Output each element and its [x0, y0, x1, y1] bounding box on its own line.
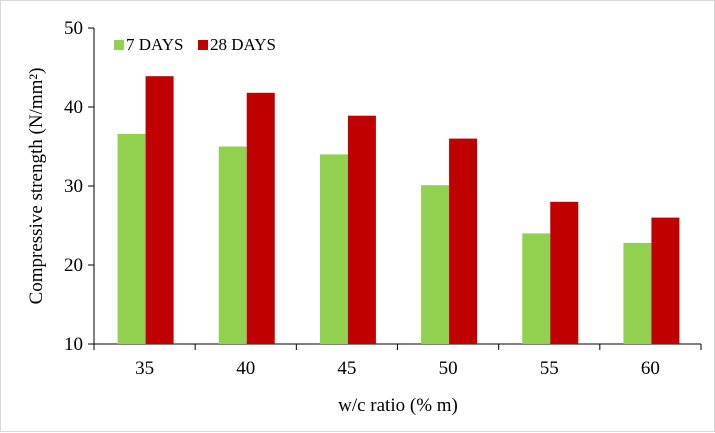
bar-28-days-60: [651, 217, 680, 344]
bar-7-days-45: [319, 154, 348, 344]
bar-28-days-45: [347, 115, 376, 344]
y-tick-label: 50: [64, 18, 83, 39]
bar-7-days-60: [623, 242, 652, 344]
bar-7-days-50: [421, 185, 450, 344]
x-tick-label: 45: [337, 358, 356, 379]
bar-28-days-35: [145, 76, 174, 344]
x-tick-label: 35: [135, 358, 154, 379]
legend-label-2: 28 DAYS: [210, 35, 276, 54]
legend-swatch-2: [198, 40, 208, 50]
legend-label-1: 7 DAYS: [126, 35, 183, 54]
y-tick-label: 40: [64, 97, 83, 118]
axes: [88, 27, 702, 350]
x-tick-label: 50: [439, 358, 458, 379]
y-tick-label: 10: [64, 334, 83, 355]
x-axis-title: w/c ratio (% m): [338, 395, 458, 416]
x-tick-label: 40: [236, 358, 255, 379]
y-axis-title: Compressive strength (N/mm²): [26, 68, 47, 305]
bar-28-days-40: [246, 92, 275, 344]
x-tick-labels: 35 40 45 50 55 60: [135, 358, 660, 379]
bar-28-days-50: [449, 138, 478, 344]
bars: [117, 76, 680, 344]
bar-7-days-55: [522, 233, 551, 344]
legend: 7 DAYS 28 DAYS: [114, 35, 276, 54]
y-tick-label: 30: [64, 176, 83, 197]
bar-7-days-40: [218, 146, 247, 344]
y-tick-label: 20: [64, 255, 83, 276]
bar-7-days-35: [117, 133, 146, 344]
legend-swatch-1: [114, 40, 124, 50]
x-tick-label: 60: [641, 358, 660, 379]
x-tick-label: 55: [540, 358, 559, 379]
bar-28-days-55: [550, 201, 579, 344]
y-tick-labels: 10 20 30 40 50: [64, 18, 83, 355]
